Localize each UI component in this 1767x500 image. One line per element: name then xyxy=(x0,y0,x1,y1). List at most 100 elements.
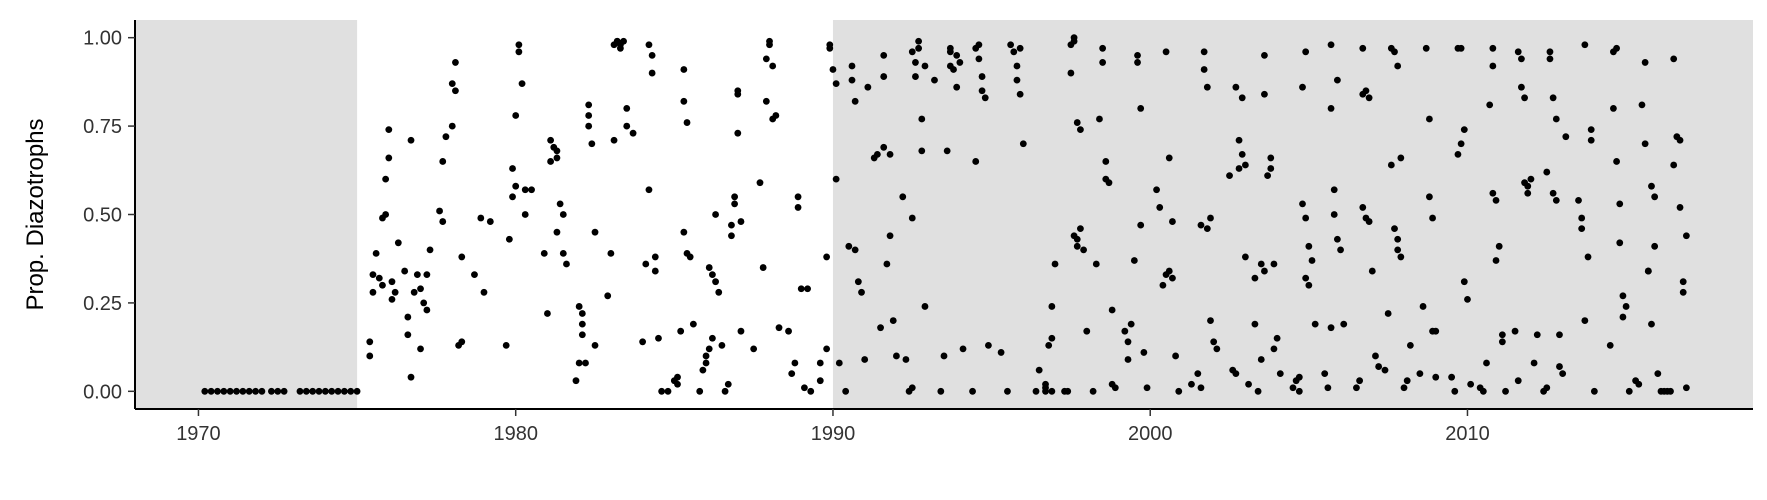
data-point xyxy=(1359,44,1367,52)
data-point xyxy=(1270,260,1278,268)
data-point xyxy=(1575,196,1582,204)
data-point xyxy=(1197,384,1205,392)
data-point xyxy=(1251,320,1259,328)
data-point xyxy=(1486,101,1494,109)
data-point xyxy=(921,303,929,310)
data-point xyxy=(829,66,837,73)
data-point xyxy=(1679,288,1687,296)
data-point xyxy=(559,211,567,218)
data-point xyxy=(1289,384,1297,392)
data-point xyxy=(1124,338,1132,346)
data-point xyxy=(1077,225,1084,233)
data-point xyxy=(1394,235,1402,243)
data-point xyxy=(1492,196,1500,204)
data-point xyxy=(518,80,526,88)
data-points xyxy=(201,34,1690,395)
data-point xyxy=(702,352,710,360)
data-point xyxy=(1203,83,1211,91)
x-tick-label: 2000 xyxy=(1128,423,1173,445)
data-point xyxy=(1276,370,1284,378)
data-point xyxy=(864,83,872,91)
data-point xyxy=(1327,105,1335,112)
data-point xyxy=(1257,356,1265,363)
data-point xyxy=(1238,150,1246,158)
data-point xyxy=(540,250,548,257)
data-point xyxy=(1032,387,1040,395)
data-point xyxy=(1543,168,1551,176)
data-point xyxy=(918,115,926,123)
data-point xyxy=(1483,359,1490,367)
data-point xyxy=(686,253,694,261)
data-point xyxy=(1381,366,1389,374)
data-point xyxy=(823,345,831,353)
data-point xyxy=(1321,370,1329,378)
data-point xyxy=(718,341,726,349)
data-point xyxy=(512,112,520,119)
data-point xyxy=(1616,239,1624,247)
data-point xyxy=(582,359,589,367)
data-point xyxy=(975,55,983,63)
data-point xyxy=(731,200,739,208)
data-point xyxy=(553,154,561,162)
data-point xyxy=(1099,44,1107,52)
data-point xyxy=(794,193,802,201)
data-point xyxy=(1524,189,1532,197)
data-point xyxy=(712,211,719,218)
data-point xyxy=(699,366,707,374)
data-point xyxy=(1156,204,1164,211)
data-point xyxy=(439,158,447,165)
data-point xyxy=(664,387,672,395)
data-point xyxy=(728,221,735,229)
data-point xyxy=(417,285,424,293)
data-point xyxy=(553,228,561,236)
data-point xyxy=(648,69,656,77)
data-point xyxy=(245,387,253,395)
data-point xyxy=(946,48,954,56)
data-point xyxy=(1619,292,1627,300)
data-point xyxy=(1365,218,1373,225)
data-point xyxy=(1226,172,1233,180)
data-point xyxy=(1362,87,1370,95)
data-point xyxy=(629,129,637,137)
data-point xyxy=(721,387,729,395)
data-point xyxy=(1254,387,1262,395)
data-point xyxy=(1042,387,1049,395)
data-point xyxy=(902,356,910,363)
data-point xyxy=(709,271,716,279)
data-point xyxy=(651,253,659,261)
data-point xyxy=(1241,253,1249,261)
data-point xyxy=(804,285,811,293)
data-point xyxy=(1590,387,1598,395)
data-point xyxy=(401,267,409,275)
data-point xyxy=(1419,303,1427,310)
data-point xyxy=(353,387,361,395)
data-point xyxy=(975,41,983,49)
data-point xyxy=(940,352,948,360)
data-point xyxy=(1546,48,1554,56)
data-point xyxy=(458,253,466,261)
data-point xyxy=(375,274,383,282)
data-point xyxy=(1670,161,1678,169)
data-point xyxy=(1311,320,1319,328)
data-point xyxy=(591,228,599,236)
data-point xyxy=(762,97,770,105)
data-point xyxy=(1651,242,1659,250)
data-point xyxy=(680,228,688,236)
data-point xyxy=(1299,83,1306,91)
data-point xyxy=(1606,341,1614,349)
data-point xyxy=(845,242,853,250)
data-point xyxy=(252,387,259,395)
data-point xyxy=(1670,55,1678,63)
data-point xyxy=(883,260,891,268)
data-point xyxy=(607,250,615,257)
data-point xyxy=(1327,41,1335,49)
data-point xyxy=(588,140,596,148)
data-point xyxy=(1625,387,1633,395)
data-point xyxy=(889,317,897,324)
data-point xyxy=(226,387,234,395)
data-point xyxy=(1530,359,1538,367)
data-point xyxy=(1073,119,1081,126)
data-point xyxy=(623,105,631,112)
data-point xyxy=(556,200,564,208)
data-point xyxy=(877,324,884,332)
